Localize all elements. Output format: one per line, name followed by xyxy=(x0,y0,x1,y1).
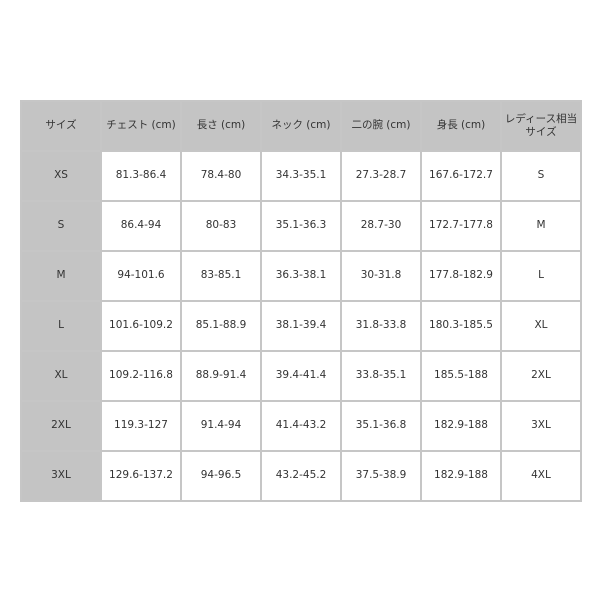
table-cell: 3XL xyxy=(500,400,582,452)
table-cell: 35.1-36.8 xyxy=(340,400,422,452)
table-cell: 85.1-88.9 xyxy=(180,300,262,352)
header-row: サイズ チェスト (cm) 長さ (cm) ネック (cm) 二の腕 (cm) 身長 (c… xyxy=(20,100,582,152)
size-label-cell: 2XL xyxy=(20,400,102,452)
column-header: ネック (cm) xyxy=(260,100,342,152)
table-cell: 31.8-33.8 xyxy=(340,300,422,352)
table-row: 2XL 119.3-127 91.4-94 41.4-43.2 35.1-36.8 182… xyxy=(20,400,582,452)
table-cell: L xyxy=(500,250,582,302)
column-header: 長さ (cm) xyxy=(180,100,262,152)
table-cell: 177.8-182.9 xyxy=(420,250,502,302)
table-cell: 37.5-38.9 xyxy=(340,450,422,502)
column-header: レディース相当サイズ xyxy=(500,100,582,152)
table-cell: 94-96.5 xyxy=(180,450,262,502)
size-label-cell: L xyxy=(20,300,102,352)
table-cell: S xyxy=(500,150,582,202)
table-cell: 2XL xyxy=(500,350,582,402)
table-cell: 4XL xyxy=(500,450,582,502)
table-cell: 88.9-91.4 xyxy=(180,350,262,402)
table-cell: 83-85.1 xyxy=(180,250,262,302)
size-label-cell: M xyxy=(20,250,102,302)
table-cell: 81.3-86.4 xyxy=(100,150,182,202)
table-cell: 30-31.8 xyxy=(340,250,422,302)
column-header: 二の腕 (cm) xyxy=(340,100,422,152)
table-cell: 78.4-80 xyxy=(180,150,262,202)
table-cell: 94-101.6 xyxy=(100,250,182,302)
column-header: サイズ xyxy=(20,100,102,152)
table-cell: M xyxy=(500,200,582,252)
table-cell: 119.3-127 xyxy=(100,400,182,452)
table-cell: 86.4-94 xyxy=(100,200,182,252)
size-label-cell: XS xyxy=(20,150,102,202)
table-cell: 167.6-172.7 xyxy=(420,150,502,202)
table-row: 3XL 129.6-137.2 94-96.5 43.2-45.2 37.5-38.9 1… xyxy=(20,450,582,502)
table-cell: 185.5-188 xyxy=(420,350,502,402)
table-row: M 94-101.6 83-85.1 36.3-38.1 30-31.8 177.8-18… xyxy=(20,250,582,302)
table-cell: 34.3-35.1 xyxy=(260,150,342,202)
table-cell: 180.3-185.5 xyxy=(420,300,502,352)
table-row: XL 109.2-116.8 88.9-91.4 39.4-41.4 33.8-35.1… xyxy=(20,350,582,402)
size-chart-table: サイズ チェスト (cm) 長さ (cm) ネック (cm) 二の腕 (cm) 身長 (c… xyxy=(20,100,582,502)
table-cell: 101.6-109.2 xyxy=(100,300,182,352)
size-label-cell: 3XL xyxy=(20,450,102,502)
table-cell: 36.3-38.1 xyxy=(260,250,342,302)
table-cell: 43.2-45.2 xyxy=(260,450,342,502)
table-cell: 33.8-35.1 xyxy=(340,350,422,402)
table-cell: 109.2-116.8 xyxy=(100,350,182,402)
size-label-cell: S xyxy=(20,200,102,252)
table-cell: 27.3-28.7 xyxy=(340,150,422,202)
table-cell: 28.7-30 xyxy=(340,200,422,252)
table-cell: 129.6-137.2 xyxy=(100,450,182,502)
table-cell: 80-83 xyxy=(180,200,262,252)
table-cell: 172.7-177.8 xyxy=(420,200,502,252)
table-cell: 41.4-43.2 xyxy=(260,400,342,452)
table-row: XS 81.3-86.4 78.4-80 34.3-35.1 27.3-28.7 167.… xyxy=(20,150,582,202)
table-cell: 182.9-188 xyxy=(420,400,502,452)
table-cell: 39.4-41.4 xyxy=(260,350,342,402)
table-cell: 35.1-36.3 xyxy=(260,200,342,252)
table-cell: 182.9-188 xyxy=(420,450,502,502)
table-cell: 38.1-39.4 xyxy=(260,300,342,352)
table-row: L 101.6-109.2 85.1-88.9 38.1-39.4 31.8-33.8 1… xyxy=(20,300,582,352)
table-row: S 86.4-94 80-83 35.1-36.3 28.7-30 172.7-177.8… xyxy=(20,200,582,252)
size-label-cell: XL xyxy=(20,350,102,402)
column-header: 身長 (cm) xyxy=(420,100,502,152)
column-header: チェスト (cm) xyxy=(100,100,182,152)
table-cell: XL xyxy=(500,300,582,352)
table-cell: 91.4-94 xyxy=(180,400,262,452)
